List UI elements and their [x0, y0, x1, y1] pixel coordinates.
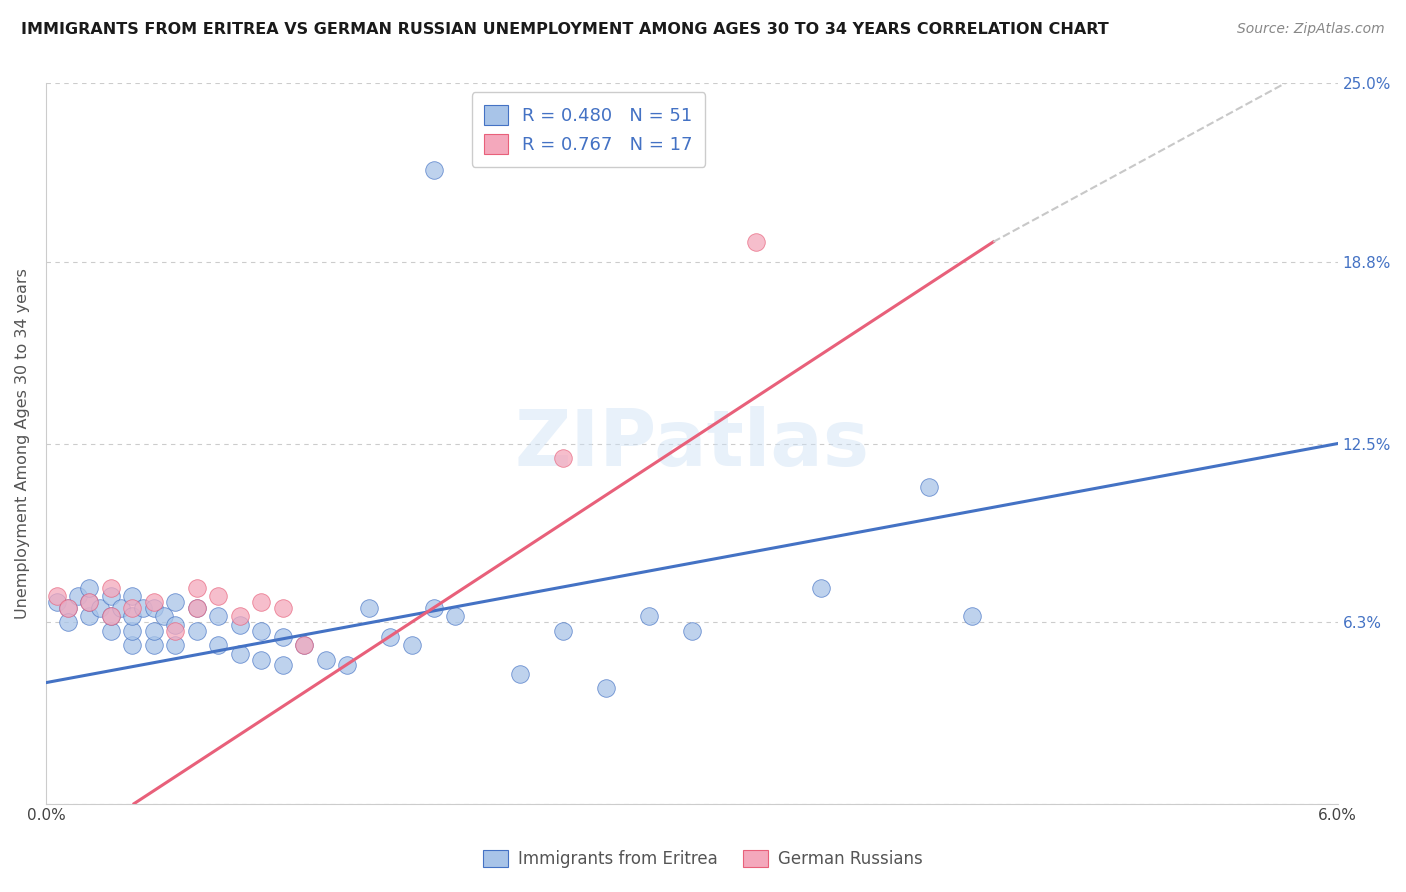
- Point: [186, 624, 208, 638]
- Point: [45, 589, 67, 603]
- Point: [56, 600, 79, 615]
- Point: [153, 609, 176, 624]
- Point: [401, 638, 423, 652]
- Point: [100, 609, 122, 624]
- Point: [422, 600, 444, 615]
- Point: [132, 600, 155, 615]
- Text: IMMIGRANTS FROM ERITREA VS GERMAN RUSSIAN UNEMPLOYMENT AMONG AGES 30 TO 34 YEARS: IMMIGRANTS FROM ERITREA VS GERMAN RUSSIA…: [21, 22, 1109, 37]
- Point: [207, 638, 229, 652]
- Point: [271, 600, 294, 615]
- Point: [315, 652, 337, 666]
- Point: [357, 600, 380, 615]
- Point: [142, 624, 165, 638]
- Point: [681, 624, 703, 638]
- Point: [142, 595, 165, 609]
- Point: [336, 658, 359, 673]
- Point: [165, 624, 187, 638]
- Point: [551, 624, 574, 638]
- Point: [960, 609, 983, 624]
- Point: [509, 667, 531, 681]
- Point: [444, 609, 467, 624]
- Point: [77, 609, 100, 624]
- Point: [207, 609, 229, 624]
- Point: [77, 595, 100, 609]
- Point: [229, 618, 252, 632]
- Point: [810, 581, 832, 595]
- Point: [77, 595, 100, 609]
- Point: [380, 630, 402, 644]
- Point: [292, 638, 315, 652]
- Point: [67, 589, 90, 603]
- Point: [422, 162, 444, 177]
- Point: [271, 658, 294, 673]
- Point: [271, 630, 294, 644]
- Point: [165, 595, 187, 609]
- Point: [56, 600, 79, 615]
- Point: [207, 589, 229, 603]
- Point: [45, 595, 67, 609]
- Point: [250, 595, 273, 609]
- Point: [595, 681, 617, 696]
- Point: [918, 480, 941, 494]
- Point: [121, 609, 143, 624]
- Y-axis label: Unemployment Among Ages 30 to 34 years: Unemployment Among Ages 30 to 34 years: [15, 268, 30, 619]
- Point: [142, 600, 165, 615]
- Text: ZIPatlas: ZIPatlas: [515, 406, 869, 482]
- Point: [100, 589, 122, 603]
- Point: [229, 647, 252, 661]
- Point: [110, 600, 132, 615]
- Point: [165, 618, 187, 632]
- Legend: R = 0.480   N = 51, R = 0.767   N = 17: R = 0.480 N = 51, R = 0.767 N = 17: [471, 93, 706, 167]
- Point: [100, 581, 122, 595]
- Point: [637, 609, 659, 624]
- Text: Source: ZipAtlas.com: Source: ZipAtlas.com: [1237, 22, 1385, 37]
- Point: [745, 235, 768, 249]
- Point: [100, 624, 122, 638]
- Point: [89, 600, 111, 615]
- Point: [250, 652, 273, 666]
- Point: [551, 450, 574, 465]
- Point: [186, 581, 208, 595]
- Legend: Immigrants from Eritrea, German Russians: Immigrants from Eritrea, German Russians: [477, 843, 929, 875]
- Point: [121, 624, 143, 638]
- Point: [186, 600, 208, 615]
- Point: [77, 581, 100, 595]
- Point: [250, 624, 273, 638]
- Point: [165, 638, 187, 652]
- Point: [142, 638, 165, 652]
- Point: [121, 600, 143, 615]
- Point: [229, 609, 252, 624]
- Point: [121, 589, 143, 603]
- Point: [292, 638, 315, 652]
- Point: [56, 615, 79, 629]
- Point: [186, 600, 208, 615]
- Point: [121, 638, 143, 652]
- Point: [100, 609, 122, 624]
